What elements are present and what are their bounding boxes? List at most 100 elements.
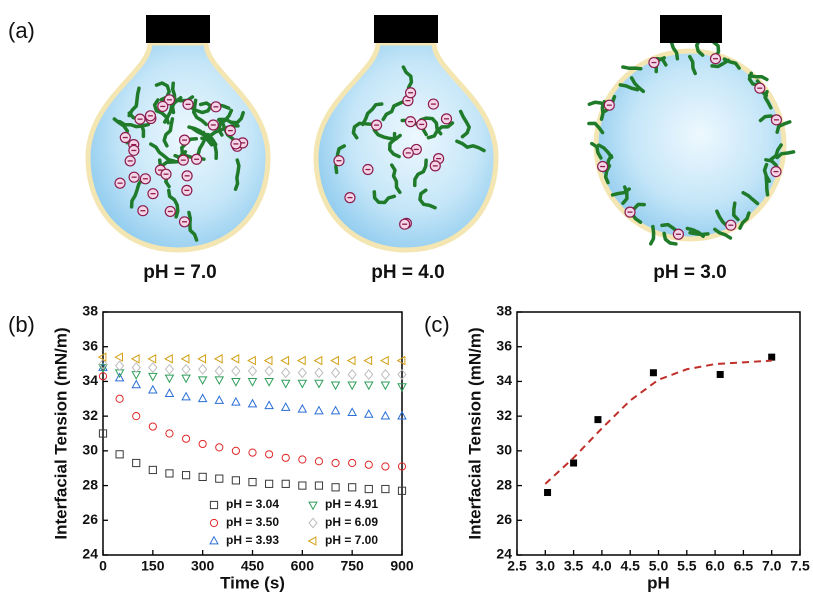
polymer-chain bbox=[413, 158, 428, 188]
data-point bbox=[231, 446, 240, 455]
data-point bbox=[363, 355, 373, 366]
legend-label: pH = 4.91 bbox=[325, 497, 378, 511]
data-point bbox=[307, 536, 317, 546]
data-point bbox=[330, 405, 341, 415]
x-axis-title: Time (s) bbox=[220, 573, 285, 592]
data-point bbox=[281, 367, 291, 379]
data-point bbox=[265, 450, 274, 459]
polymer-chain bbox=[629, 76, 646, 94]
x-tick-label: 2.5 bbox=[507, 558, 527, 574]
data-point bbox=[314, 405, 324, 415]
data-point bbox=[164, 363, 175, 375]
data-point bbox=[364, 460, 373, 469]
fit-line bbox=[544, 359, 772, 485]
data-point bbox=[209, 535, 219, 545]
y-axis-title: Interfacial Tension (mN/m) bbox=[51, 327, 70, 539]
plot-frame bbox=[516, 311, 801, 556]
data-point bbox=[348, 483, 357, 492]
y-tick-label: 32 bbox=[496, 407, 512, 423]
data-point bbox=[215, 474, 224, 483]
polymer-chain bbox=[747, 73, 769, 82]
polymer-chain bbox=[360, 102, 384, 127]
data-point bbox=[164, 388, 175, 397]
data-point bbox=[148, 465, 157, 475]
x-tick-label: 0 bbox=[99, 558, 107, 574]
polymer-chain bbox=[669, 40, 680, 61]
data-point bbox=[298, 481, 307, 490]
data-point bbox=[197, 376, 208, 386]
polymer-chain bbox=[458, 109, 471, 139]
data-point bbox=[380, 369, 391, 380]
data-point bbox=[330, 381, 341, 391]
polymer-chain bbox=[127, 86, 141, 118]
polymer-chain bbox=[418, 116, 443, 136]
data-point bbox=[397, 410, 407, 420]
polymer-chain bbox=[621, 65, 643, 71]
panel-label: (a) bbox=[8, 18, 35, 43]
data-point bbox=[347, 369, 357, 380]
data-point bbox=[231, 476, 240, 485]
data-point bbox=[544, 489, 552, 497]
data-point bbox=[198, 439, 207, 449]
data-point bbox=[280, 402, 291, 411]
data-point bbox=[230, 354, 240, 364]
polymer-chain bbox=[372, 190, 397, 205]
data-point bbox=[314, 457, 324, 466]
polymer-chain bbox=[763, 89, 773, 110]
panel-label: (b) bbox=[8, 312, 35, 337]
data-point bbox=[380, 355, 389, 366]
x-tick-label: 6.5 bbox=[734, 558, 754, 574]
polymer-chain bbox=[587, 100, 608, 109]
data-point bbox=[364, 484, 373, 494]
y-tick-label: 30 bbox=[496, 442, 512, 458]
data-point bbox=[397, 486, 407, 495]
legend-label: pH = 7.00 bbox=[325, 533, 378, 547]
data-point bbox=[296, 355, 306, 366]
x-tick-label: 3.5 bbox=[564, 558, 584, 574]
legend-label: pH = 6.09 bbox=[325, 515, 378, 529]
needle bbox=[660, 15, 722, 43]
y-tick-label: 38 bbox=[496, 303, 512, 319]
data-point bbox=[298, 455, 307, 464]
caption: pH = 4.0 bbox=[371, 262, 444, 283]
data-point bbox=[314, 367, 324, 379]
data-point bbox=[265, 479, 274, 488]
polymer-chain bbox=[715, 209, 729, 228]
data-point bbox=[114, 372, 125, 382]
x-tick-label: 5.0 bbox=[649, 558, 669, 574]
data-point bbox=[281, 453, 290, 462]
data-point bbox=[280, 355, 290, 366]
data-point bbox=[247, 365, 258, 377]
data-point bbox=[214, 376, 225, 386]
polymer-chain bbox=[162, 95, 183, 124]
data-point bbox=[331, 483, 340, 492]
x-tick-label: 3.0 bbox=[536, 558, 556, 574]
polymer-chain bbox=[648, 224, 656, 246]
data-point bbox=[165, 469, 174, 478]
data-point bbox=[115, 450, 124, 459]
polymer-chain bbox=[597, 143, 614, 160]
caption: pH = 3.0 bbox=[653, 262, 726, 283]
data-point bbox=[247, 398, 258, 408]
y-axis-title: Interfacial Tension (mN/m) bbox=[465, 327, 484, 539]
data-point bbox=[164, 374, 175, 384]
polymer-chain bbox=[610, 187, 631, 197]
data-point bbox=[380, 410, 391, 420]
data-point bbox=[231, 396, 241, 406]
x-tick-label: 7.0 bbox=[762, 558, 782, 574]
y-tick-label: 36 bbox=[496, 337, 512, 353]
polymer-chain bbox=[587, 121, 605, 135]
x-tick-label: 900 bbox=[390, 558, 414, 574]
data-point bbox=[165, 429, 174, 438]
y-tick-label: 26 bbox=[496, 511, 512, 527]
data-point bbox=[132, 458, 141, 468]
polymer-chain bbox=[162, 117, 175, 148]
polymer-chain bbox=[117, 119, 151, 129]
data-point bbox=[115, 394, 124, 403]
data-point bbox=[397, 462, 407, 471]
polymer-chain bbox=[191, 98, 209, 127]
data-point bbox=[397, 383, 407, 392]
data-point bbox=[114, 360, 125, 372]
data-point bbox=[132, 412, 141, 421]
needle bbox=[374, 15, 438, 43]
